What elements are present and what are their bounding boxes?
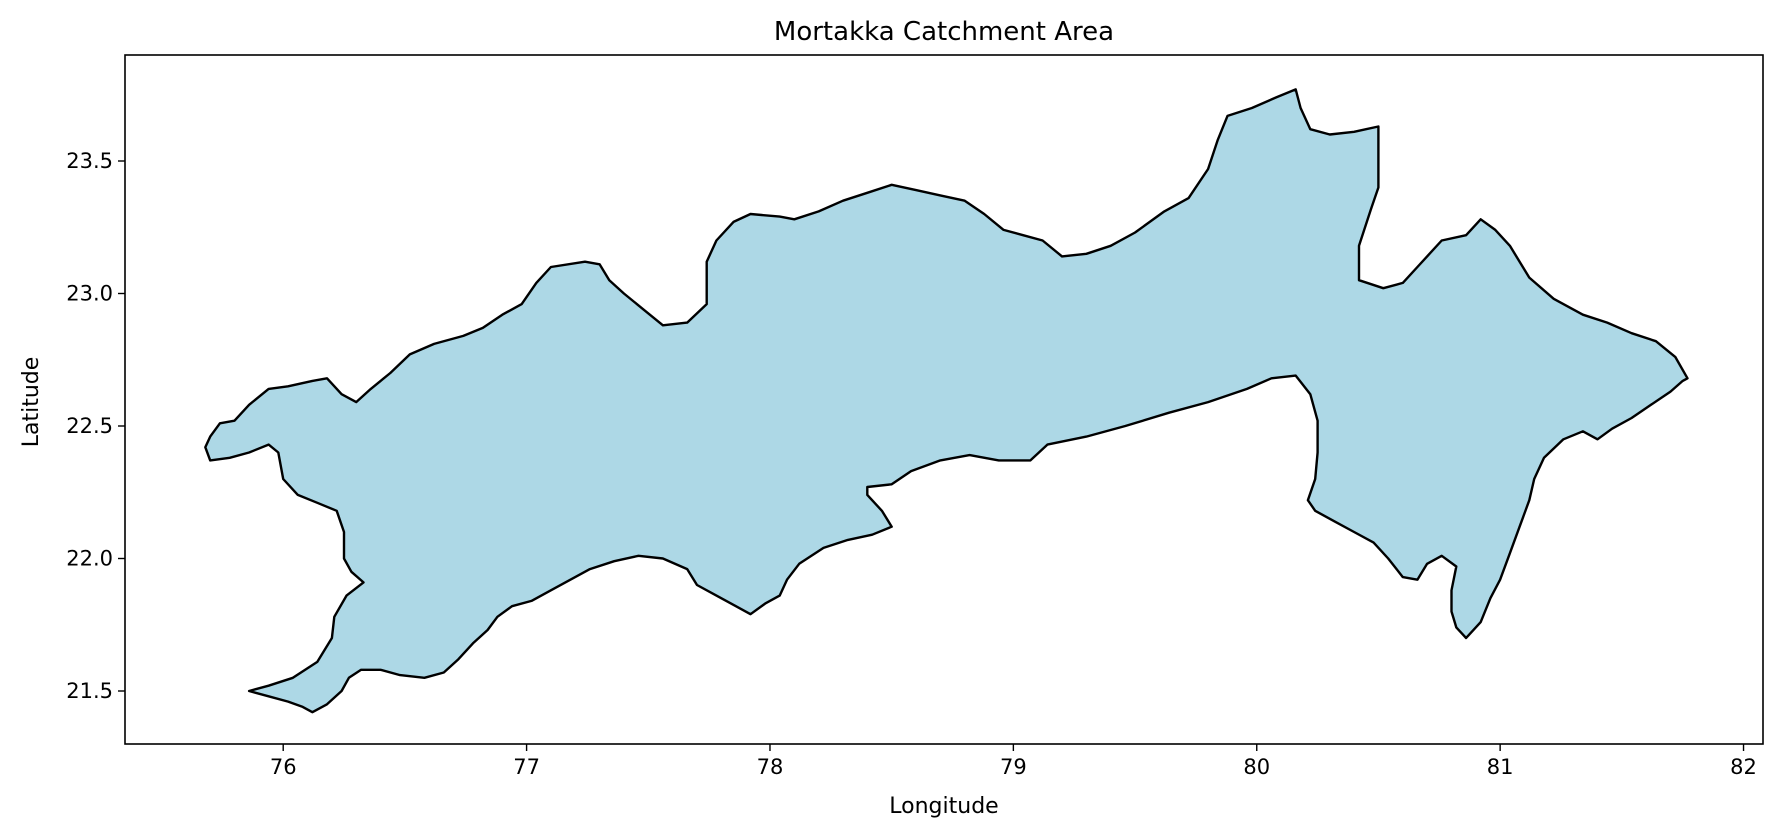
plot-area: 76 77 78 79 80 81 82 21.5 22.0 22.5 23.0 23.5 [66,54,1764,779]
y-tick-label: 23.0 [66,282,113,306]
x-tick-label: 78 [757,755,784,779]
axes-frame [124,54,1764,745]
x-tick-label: 80 [1243,755,1270,779]
y-axis-label: Latitude [19,357,44,448]
x-axis-label: Longitude [889,794,998,819]
y-tick-label: 22.5 [66,414,113,438]
x-tick-label: 77 [513,755,540,779]
y-tick-label: 22.0 [66,547,113,571]
chart-title: Mortakka Catchment Area [774,17,1114,47]
x-tick-label: 79 [1000,755,1027,779]
y-tick-label: 23.5 [66,149,113,173]
catchment-polygon [204,88,1689,714]
y-tick-label: 21.5 [66,679,113,703]
x-tick-label: 81 [1487,755,1514,779]
x-tick-label: 82 [1730,755,1757,779]
x-tick-label: 76 [270,755,297,779]
